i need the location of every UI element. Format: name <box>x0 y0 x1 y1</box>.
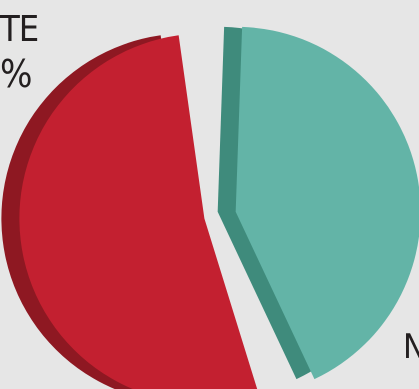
cropped-label-right: N <box>403 327 419 367</box>
pie-slice-2 <box>235 26 419 380</box>
pie-slice-1 <box>19 35 258 389</box>
cropped-label-left: TE <box>0 9 39 50</box>
cropped-percent-left: % <box>0 52 33 96</box>
